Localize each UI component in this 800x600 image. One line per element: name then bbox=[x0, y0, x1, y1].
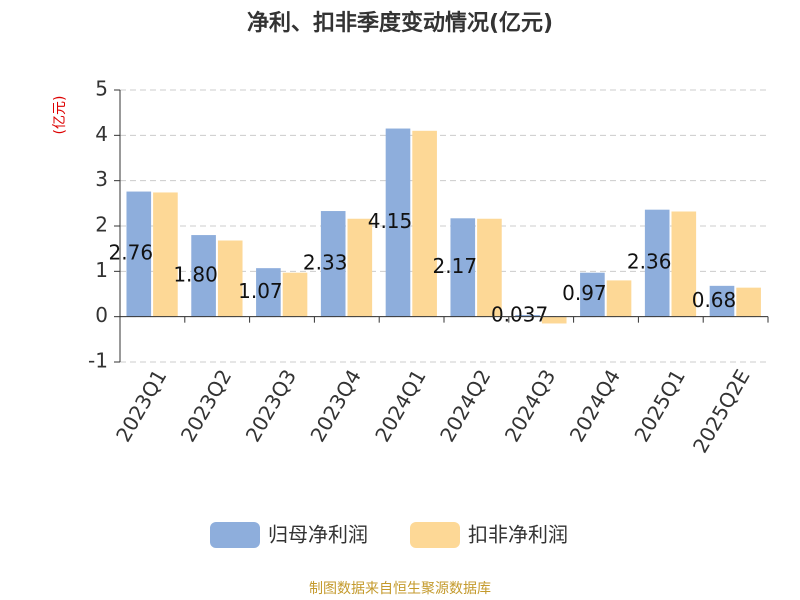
data-label: 2.17 bbox=[433, 254, 478, 278]
x-tick-label: 2025Q1 bbox=[629, 365, 689, 446]
bar bbox=[736, 287, 761, 317]
y-tick-label: 5 bbox=[95, 77, 108, 101]
source-note: 制图数据来自恒生聚源数据库 bbox=[309, 581, 491, 597]
bar bbox=[256, 268, 281, 317]
bar bbox=[412, 130, 437, 317]
y-tick-label: 0 bbox=[95, 303, 108, 327]
bar bbox=[515, 314, 540, 317]
data-label: 1.07 bbox=[238, 279, 283, 303]
data-label: 2.33 bbox=[303, 250, 348, 274]
bar bbox=[541, 316, 567, 324]
bar bbox=[580, 272, 605, 317]
data-label: 0.68 bbox=[692, 288, 737, 312]
y-axis-label: (亿元) bbox=[52, 96, 68, 135]
bar bbox=[477, 218, 502, 317]
bar bbox=[320, 211, 346, 317]
y-tick-label: 2 bbox=[95, 213, 108, 237]
legend-label: 扣非净利润 bbox=[468, 523, 568, 547]
bar bbox=[606, 280, 632, 317]
bar bbox=[153, 192, 178, 317]
x-tick-label: 2024Q1 bbox=[370, 365, 430, 446]
legend-label: 归母净利润 bbox=[268, 523, 368, 547]
bar bbox=[347, 218, 373, 317]
x-tick-label: 2023Q4 bbox=[305, 365, 365, 446]
x-tick-label: 2025Q2E bbox=[688, 365, 755, 457]
x-tick-label: 2024Q4 bbox=[565, 365, 625, 446]
x-tick-label: 2024Q3 bbox=[500, 365, 560, 446]
bar bbox=[126, 191, 152, 317]
bar bbox=[385, 128, 411, 317]
x-tick-label: 2023Q3 bbox=[241, 365, 301, 446]
x-tick-label: 2023Q1 bbox=[111, 365, 171, 446]
data-label: 0.97 bbox=[562, 281, 607, 305]
data-label: 2.36 bbox=[627, 250, 672, 274]
bar bbox=[644, 209, 670, 317]
x-tick-label: 2024Q2 bbox=[435, 365, 495, 446]
bar bbox=[217, 240, 243, 317]
chart-title: 净利、扣非季度变动情况(亿元) bbox=[247, 10, 553, 36]
y-tick-label: 3 bbox=[95, 167, 108, 191]
data-label: 1.80 bbox=[173, 262, 218, 286]
x-tick-label: 2023Q2 bbox=[176, 365, 236, 446]
bar bbox=[671, 211, 697, 317]
data-label: 4.15 bbox=[368, 209, 413, 233]
data-label: 0.037 bbox=[491, 302, 548, 326]
bar bbox=[450, 218, 476, 317]
bar bbox=[709, 285, 735, 317]
y-tick-label: 4 bbox=[95, 122, 108, 146]
y-tick-label: 1 bbox=[95, 258, 108, 282]
y-tick-label: -1 bbox=[88, 349, 108, 373]
legend-swatch bbox=[210, 522, 260, 548]
data-label: 2.76 bbox=[109, 241, 154, 265]
bar bbox=[282, 272, 308, 317]
bar bbox=[191, 235, 216, 317]
legend-swatch bbox=[410, 522, 460, 548]
